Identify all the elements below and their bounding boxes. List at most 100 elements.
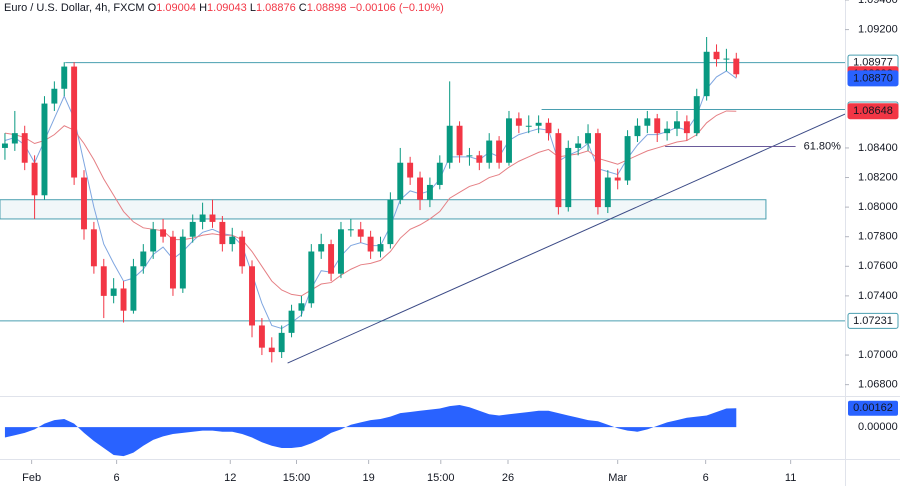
candle-body [555,133,562,208]
candle-body [249,266,255,326]
price-badge [847,103,899,120]
y-tick-label: 1.09200 [858,23,898,35]
candle-body [71,66,78,178]
candle-body [338,229,344,274]
price-badge [847,70,899,87]
oscillator-badge [848,400,898,416]
candle-body [100,266,107,296]
candle-body [525,125,532,127]
candle-body [515,118,522,126]
candle-body [644,118,651,126]
candle-body [130,266,137,311]
oscillator-badge-label: 0.00162 [853,402,893,414]
candle-body [51,88,58,104]
oscillator-tick-label: 0.00000 [858,421,898,433]
x-tick-label: 11 [785,472,796,484]
candle-body [239,236,246,267]
candle-body [110,288,117,296]
candle-body [81,177,87,230]
candle-body [278,332,285,353]
candle-body [486,140,493,163]
candle-body [604,177,611,208]
candle-body [209,214,216,222]
candle-body [575,143,582,148]
oscillator-area [4,404,737,457]
x-tick-label: 12 [224,472,236,484]
x-tick-label: 26 [502,472,514,484]
y-tick-label: 1.08000 [858,201,898,213]
price-badge [847,312,899,329]
candle-body [426,184,433,200]
candle-body [268,347,275,353]
candle-body [179,236,186,289]
price-badge-label: 1.07231 [853,315,893,327]
candle-body [565,147,572,208]
x-tick-label: Feb [22,472,41,484]
candle-body [407,162,414,178]
candle-body [150,229,157,252]
candle-body [664,128,671,134]
candle-body [545,122,552,134]
ohlc-value: 1.09043 [207,2,247,14]
fib-label: 61.80% [804,140,842,152]
candle-body [723,58,730,60]
candle-body [11,133,18,144]
candle-body [41,103,48,196]
candle-body [387,199,394,245]
price-badge-label: 1.08648 [853,105,893,117]
moving-average [4,110,737,297]
symbol: Euro / U.S. Dollar, 4h, FXCM [4,2,145,14]
plot-area [0,36,845,364]
candle-body [357,229,364,237]
candle-body [436,162,443,185]
candle-body [31,162,38,196]
candle-body [288,310,295,333]
x-tick-label: 15:00 [427,472,455,484]
ohlc-key: L [250,2,256,14]
candle-body [693,96,700,134]
candle-body [506,118,512,163]
candle-body [61,66,68,89]
candle-body [456,125,463,156]
x-tick-label: 15:00 [283,472,311,484]
candle-body [219,221,226,245]
ohlc-key: C [299,2,307,14]
candle-body [377,244,384,252]
candle-body [169,236,176,289]
y-tick-label: 1.08400 [858,142,898,154]
candle-body [308,251,315,304]
ohlc-key: H [199,2,207,14]
candle-body [476,155,483,163]
candle-body [654,118,661,134]
candle-body [199,214,206,222]
candle-body [21,133,28,163]
candle-body [683,121,690,134]
candle-body [703,51,710,97]
candle-body [120,288,127,311]
candle-body [160,229,167,237]
candle-body [318,244,325,252]
candle-body [397,162,404,200]
candle-body [140,251,147,267]
candle-body [594,133,601,208]
candle-body [258,325,265,348]
price-badge-label: 1.08977 [853,56,893,68]
candle-body [674,121,680,129]
candle-body [624,136,631,181]
candle-body [466,155,473,157]
candle-body [535,122,542,126]
y-tick-label: 1.06800 [858,379,898,391]
candle-body [367,236,374,252]
x-tick-label: Mar [608,472,627,484]
price-badge-label: 1.08870 [853,72,893,84]
candle-body [1,143,8,148]
x-tick-label: 6 [114,472,120,484]
y-tick-label: 1.08200 [858,171,898,183]
candle-body [229,236,236,245]
candle-body [446,125,453,163]
candle-body [713,51,720,60]
y-tick-label: 1.07600 [858,260,898,272]
header: Euro / U.S. Dollar, 4h, FXCM O1.09004 H1… [4,2,444,14]
candle-body [417,177,423,200]
